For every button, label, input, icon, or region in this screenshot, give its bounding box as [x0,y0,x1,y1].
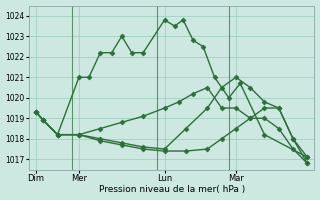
X-axis label: Pression niveau de la mer( hPa ): Pression niveau de la mer( hPa ) [99,185,245,194]
